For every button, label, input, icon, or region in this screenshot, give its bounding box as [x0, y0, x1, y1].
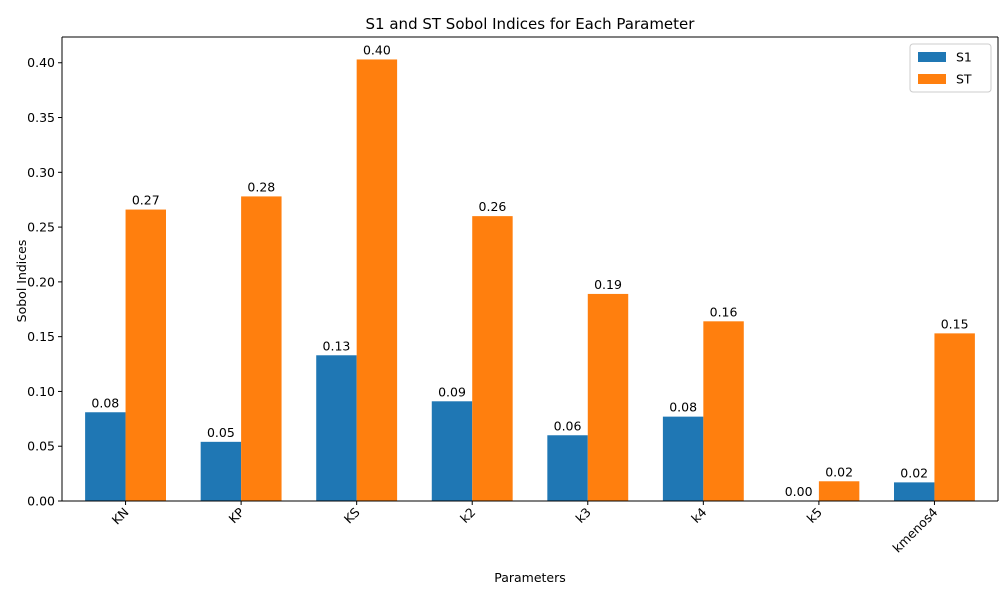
- y-tick-label: 0.25: [27, 220, 55, 235]
- chart-title: S1 and ST Sobol Indices for Each Paramet…: [366, 15, 696, 33]
- x-tick-label: KP: [225, 504, 247, 526]
- y-tick-label: 0.05: [27, 439, 55, 454]
- bar-st-k5: [818, 481, 860, 501]
- bar-value-label: 0.00: [785, 484, 813, 499]
- bar-st-kn: [125, 209, 166, 501]
- y-tick-label: 0.00: [27, 494, 55, 509]
- y-tick-label: 0.35: [27, 110, 55, 125]
- y-tick-label: 0.40: [27, 55, 55, 70]
- bar-value-label: 0.28: [247, 179, 275, 194]
- y-tick-label: 0.20: [27, 274, 55, 289]
- bar-value-label: 0.13: [323, 338, 351, 353]
- legend-swatch-st: [918, 74, 946, 84]
- bar-s1-k3: [547, 435, 588, 501]
- bar-st-k4: [703, 321, 744, 501]
- x-tick-label: KN: [109, 505, 132, 528]
- y-tick-label: 0.15: [27, 329, 55, 344]
- bar-value-label: 0.02: [900, 465, 928, 480]
- bar-st-kp: [241, 196, 282, 501]
- bar-value-label: 0.06: [554, 418, 582, 433]
- bar-st-k3: [587, 293, 629, 501]
- bar-value-label: 0.08: [669, 400, 697, 415]
- x-tick-label: k5: [804, 505, 825, 526]
- bar-value-label: 0.27: [132, 193, 160, 208]
- x-tick-label: KS: [341, 504, 363, 526]
- bar-s1-kmenos4: [894, 482, 935, 501]
- bar-value-label: 0.19: [594, 277, 622, 292]
- bar-value-label: 0.08: [91, 395, 119, 410]
- bar-s1-kp: [200, 441, 242, 501]
- bar-s1-k2: [431, 401, 473, 501]
- bar-s1-ks: [316, 355, 357, 501]
- legend-label-s1: S1: [956, 50, 972, 65]
- bar-st-ks: [356, 59, 398, 501]
- legend-box: [909, 43, 992, 93]
- legend-label-st: ST: [956, 72, 972, 87]
- x-tick-label: k4: [688, 504, 709, 525]
- x-tick-label: k2: [457, 505, 478, 526]
- x-tick-label: kmenos4: [890, 504, 941, 555]
- bar-st-k2: [472, 216, 513, 501]
- y-tick-label: 0.10: [27, 384, 55, 399]
- bar-value-label: 0.09: [438, 384, 466, 399]
- bar-st-kmenos4: [934, 333, 975, 501]
- bar-value-label: 0.16: [710, 304, 738, 319]
- y-tick-label: 0.30: [27, 165, 55, 180]
- bar-s1-kn: [85, 412, 126, 501]
- y-axis-title: Sobol Indices: [14, 240, 29, 323]
- bar-value-label: 0.02: [825, 464, 853, 479]
- bar-value-label: 0.05: [207, 425, 235, 440]
- bar-value-label: 0.15: [941, 316, 969, 331]
- x-axis-title: Parameters: [494, 570, 566, 585]
- x-tick-label: k3: [573, 505, 594, 526]
- legend-swatch-s1: [918, 52, 946, 62]
- bar-value-label: 0.26: [479, 199, 507, 214]
- bar-s1-k4: [662, 416, 704, 501]
- bar-value-label: 0.40: [363, 42, 391, 57]
- plot-area: 0.08 0.05 0.13 0.09 0.06 0.08 0.00 0.02 0.27 0.28…: [27, 36, 999, 556]
